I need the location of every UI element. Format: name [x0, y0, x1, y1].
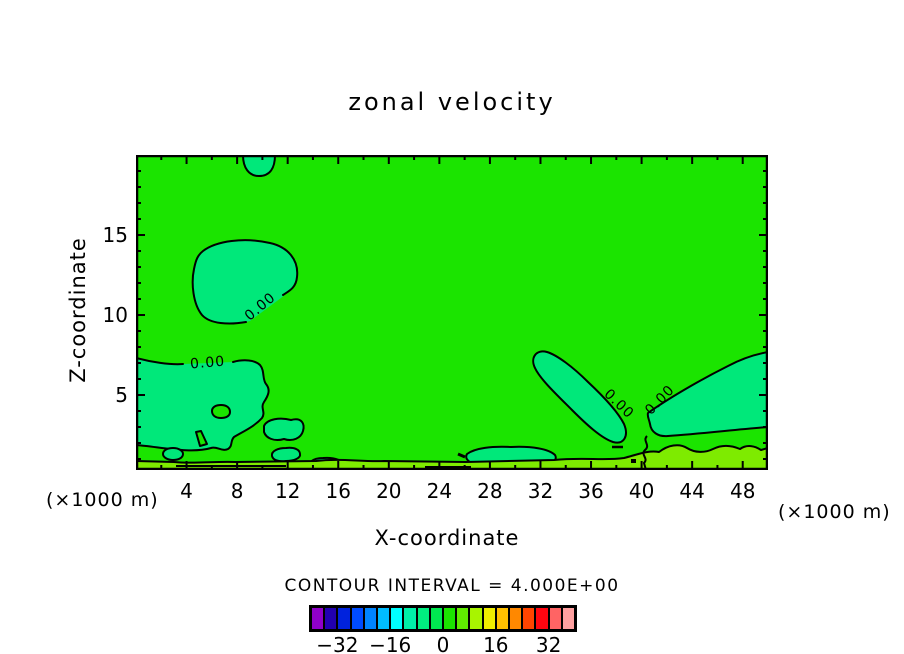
colorbar-cell [430, 608, 443, 629]
colorbar-cell [325, 608, 337, 629]
colorbar-cell [510, 608, 522, 629]
contour-region-small-blob-b [270, 446, 302, 463]
contour-region-left-low-region [136, 358, 269, 451]
y-tick-label: 10 [102, 303, 128, 327]
colorbar-cell [536, 608, 548, 629]
contour-line-dash-2 [457, 452, 466, 459]
x-tick-label: 36 [578, 479, 604, 503]
contour-region-top-bump [243, 155, 275, 176]
plot-area: 0.00 0.00 0.00 0.00 [136, 155, 768, 470]
contour-outline-top-bump [242, 155, 276, 177]
contour-region-rounded-blob [263, 417, 305, 442]
contour-region-hook [195, 430, 208, 447]
colorbar-cell [470, 608, 482, 629]
colorbar-cell [351, 608, 363, 629]
x-tick-label: 44 [679, 479, 705, 503]
colorbar [309, 605, 577, 632]
colorbar-tick-label: −16 [369, 633, 412, 654]
x-tick-label: 20 [376, 479, 402, 503]
colorbar-cell [549, 608, 561, 629]
x-tick-label: 28 [477, 479, 503, 503]
colorbar-cell [523, 608, 535, 629]
colorbar-tick-label: 16 [483, 633, 509, 654]
x-tick-label: 24 [426, 479, 453, 503]
y-tick-label: 15 [102, 223, 128, 247]
chart-title: zonal velocity [348, 88, 556, 116]
colorbar-cell [562, 608, 575, 629]
colorbar-cell [404, 608, 416, 629]
colorbar-tick-label: 0 [436, 633, 450, 654]
x-tick-label: 12 [274, 479, 301, 503]
contour-interval-text: CONTOUR INTERVAL = 4.000E+00 [284, 576, 620, 596]
contour-region-v-right-wedge [646, 351, 768, 438]
contour-label: 0.00 [189, 354, 225, 373]
x-axis-label: X-coordinate [374, 526, 520, 550]
colorbar-cell [378, 608, 390, 629]
contour-region-v-left-arm [532, 350, 627, 444]
colorbar-cell [338, 608, 350, 629]
colorbar-cell [444, 608, 456, 629]
y-tick-label: 5 [115, 383, 128, 407]
x-tick-label: 32 [527, 479, 554, 503]
x-tick-label: 16 [325, 479, 351, 503]
plot-border [136, 155, 768, 470]
contour-region-hole-in-left-region [211, 404, 231, 419]
colorbar-cell [417, 608, 429, 629]
x-tick-label: 8 [230, 479, 244, 503]
contour-plot: 0.000.000.00 0.00 [136, 155, 768, 470]
colorbar-cell [457, 608, 469, 629]
contour-region-surface-strip [136, 445, 768, 470]
contour-outline-left-low-region [136, 357, 270, 452]
contour-line-wiggle [642, 435, 649, 470]
x-tick-label: 48 [729, 479, 756, 503]
x-tick-label: 40 [628, 479, 655, 503]
contour-outline-kidney-blob [191, 239, 299, 325]
colorbar-tick-label: 32 [535, 633, 562, 654]
colorbar-cell [496, 608, 509, 629]
colorbar-cell [483, 608, 495, 629]
colorbar-cell [364, 608, 377, 629]
contour-region-kidney-blob [192, 240, 298, 324]
colorbar-tick-label: −32 [316, 633, 359, 654]
contour-mark [631, 459, 636, 463]
contour-outline-surface-strip [136, 444, 768, 464]
axis-unit-right: (×1000 m) [778, 501, 891, 523]
colorbar-cell [312, 608, 324, 629]
colorbar-cell [391, 608, 403, 629]
x-tick-label: 4 [180, 479, 193, 503]
contour-region-small-blob-a [162, 447, 184, 461]
axis-unit-left: (×1000 m) [46, 489, 159, 511]
